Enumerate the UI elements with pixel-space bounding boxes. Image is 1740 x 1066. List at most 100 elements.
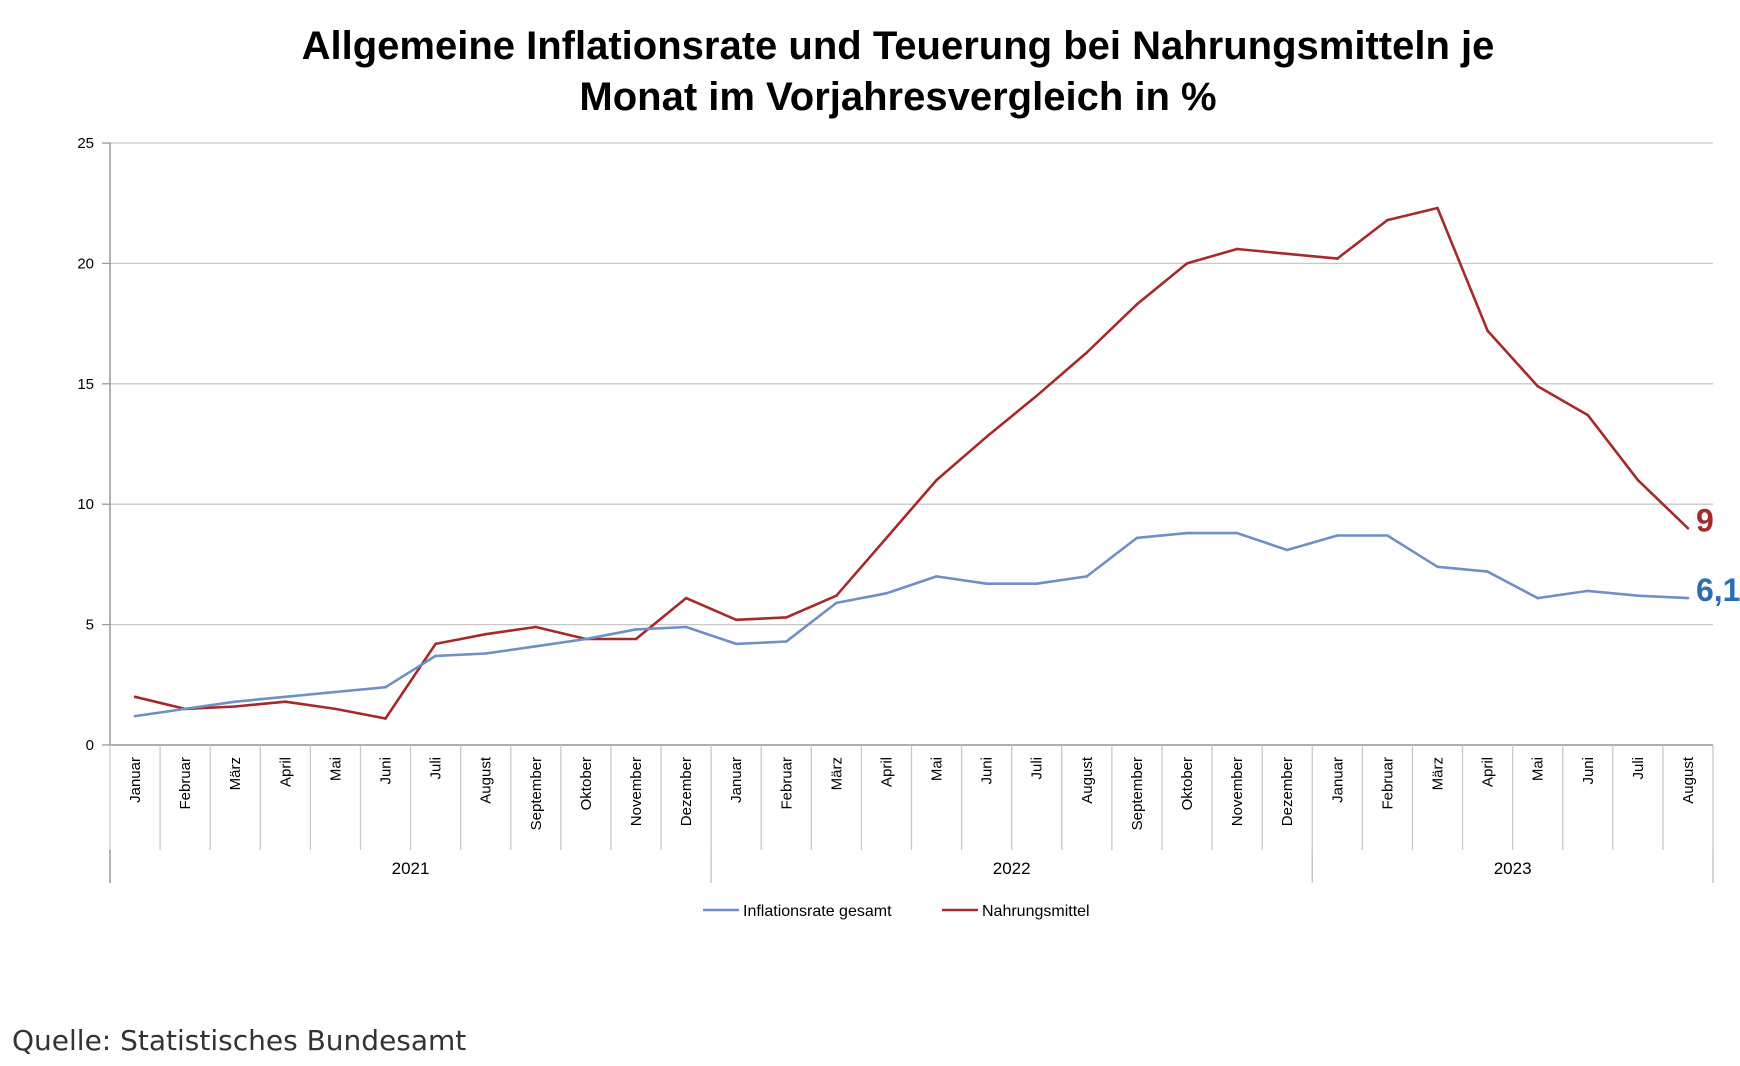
end-labels: 6,19 (1696, 502, 1740, 608)
data-point (1135, 536, 1139, 540)
x-tick-label: April (1480, 757, 1497, 787)
x-tick-label: Mai (327, 757, 344, 781)
x-tick-label: Juni (979, 757, 996, 785)
data-point (334, 707, 337, 711)
x-tick-label: Juli (1029, 757, 1046, 780)
data-point (1285, 548, 1289, 552)
data-point (384, 685, 387, 689)
data-point (1586, 589, 1590, 593)
x-tick-label: Januar (127, 757, 144, 803)
data-point (1536, 384, 1539, 388)
data-point (835, 594, 838, 598)
legend: Inflationsrate gesamt Nahrungsmittel (703, 903, 1090, 920)
year-label: 2021 (392, 859, 430, 878)
data-point (684, 625, 688, 629)
data-point (534, 644, 538, 648)
end-value-label: 6,1 (1696, 572, 1740, 608)
data-point (384, 717, 387, 720)
data-point (183, 707, 187, 711)
data-point (1185, 531, 1189, 535)
data-point (985, 435, 988, 439)
x-tick-label: August (478, 756, 495, 804)
x-tick-label: Januar (728, 757, 745, 803)
x-tick-label: Oktober (578, 757, 595, 810)
data-point (334, 690, 337, 694)
y-tick-label: 5 (86, 617, 94, 634)
x-tick-label: Januar (1329, 757, 1346, 803)
data-point (1586, 413, 1590, 417)
x-tick-label: November (628, 757, 645, 826)
data-point (1035, 394, 1039, 398)
y-axis: 0 5 10 15 20 25 (77, 135, 111, 754)
data-point (885, 591, 888, 595)
line-chart: Allgemeine Inflationsrate und Teuerung b… (77, 24, 1740, 920)
data-point (935, 478, 938, 482)
x-tick-label: September (1129, 757, 1146, 830)
x-tick-label: Februar (1379, 757, 1396, 810)
x-tick-label: November (1229, 757, 1246, 826)
data-point (1386, 218, 1389, 222)
data-point (734, 642, 738, 646)
x-tick-label: Mai (1530, 757, 1547, 781)
year-label: 2022 (993, 859, 1031, 878)
data-point (1235, 531, 1239, 535)
data-point (985, 582, 988, 585)
data-point (1686, 526, 1690, 530)
x-axis: Januar Februar März April Mai Juni Juli August S… (109, 744, 1714, 883)
chart-title-line-1: Allgemeine Inflationsrate und Teuerung b… (302, 24, 1495, 68)
x-tick-label: Juni (378, 757, 395, 785)
y-tick-label: 0 (86, 737, 94, 754)
data-point (133, 714, 137, 718)
data-point (1335, 257, 1339, 260)
data-point (1536, 596, 1539, 600)
x-tick-label: August (1079, 756, 1096, 804)
chart-title: Allgemeine Inflationsrate und Teuerung b… (302, 24, 1495, 119)
data-point (1486, 329, 1489, 333)
legend-label: Nahrungsmittel (982, 903, 1090, 920)
gridlines (110, 142, 1713, 746)
data-point (534, 625, 538, 629)
data-point (284, 700, 287, 703)
data-point (1085, 351, 1089, 354)
data-point (434, 654, 437, 658)
data-point (1436, 565, 1439, 569)
x-tick-label: März (227, 757, 244, 790)
x-tick-label: Dezember (678, 757, 695, 826)
data-point (634, 628, 638, 631)
data-point (1085, 575, 1089, 578)
data-point (1185, 262, 1189, 265)
data-point (1235, 247, 1239, 251)
x-tick-label: August (1680, 756, 1697, 804)
x-tick-label: Oktober (1179, 757, 1196, 810)
data-point (1386, 534, 1389, 537)
year-label: 2023 (1494, 859, 1532, 878)
x-tick-label: Dezember (1279, 757, 1296, 826)
x-tick-label: September (528, 757, 545, 830)
x-tick-label: Juli (428, 757, 445, 780)
data-point (133, 695, 137, 699)
x-tick-label: Februar (778, 757, 795, 810)
data-point (734, 618, 738, 622)
x-tick-label: April (277, 757, 294, 787)
data-point (484, 652, 488, 655)
data-point (935, 575, 938, 578)
data-point (784, 640, 788, 643)
y-tick-label: 20 (77, 255, 94, 272)
data-point (233, 700, 237, 703)
data-point (1486, 570, 1489, 573)
x-tick-label: Juni (1580, 757, 1597, 785)
data-point (1135, 303, 1139, 306)
x-tick-label: März (1429, 757, 1446, 790)
data-point (233, 705, 237, 708)
source-note: Quelle: Statistisches Bundesamt (12, 1024, 467, 1057)
data-point (434, 642, 437, 646)
x-tick-label: März (828, 757, 845, 790)
data-point (1035, 582, 1039, 585)
end-value-label: 9 (1696, 502, 1714, 538)
data-point (284, 695, 287, 699)
data-point (1686, 596, 1690, 600)
x-tick-label: Februar (177, 757, 194, 810)
y-tick-label: 10 (77, 496, 94, 513)
y-tick-label: 15 (77, 376, 94, 393)
series-lines (133, 206, 1690, 720)
